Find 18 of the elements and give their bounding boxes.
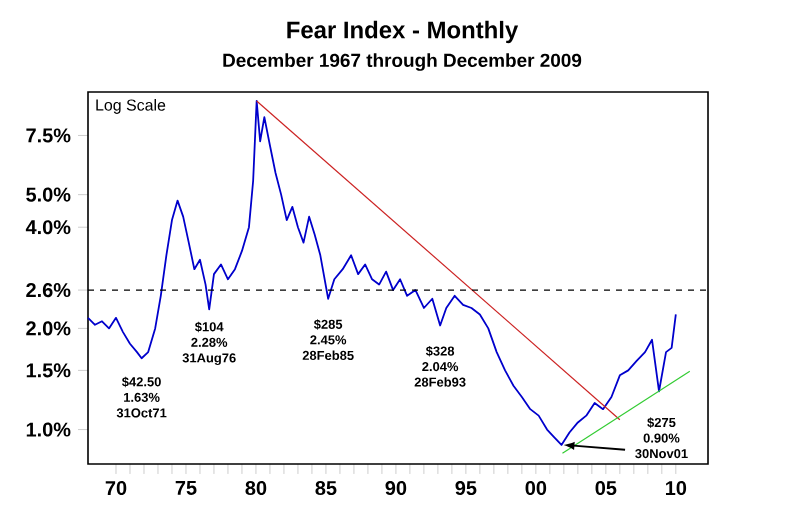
- x-tick-label: 95: [455, 481, 477, 496]
- x-tick-label: 85: [315, 481, 337, 496]
- y-tick-label: 7.5%: [26, 128, 71, 143]
- x-tick-label: 10: [665, 481, 687, 496]
- chart-subtitle: December 1967 through December 2009: [223, 53, 582, 71]
- x-tick-label: 75: [175, 480, 197, 495]
- x-tick-label: 70: [105, 481, 127, 496]
- x-tick-label: 05: [595, 481, 617, 496]
- chart-title: Fear Index - Monthly: [287, 20, 519, 44]
- x-tick-label: 90: [385, 481, 407, 496]
- y-tick-label: 1.0%: [26, 422, 71, 437]
- y-tick-label: 1.5%: [26, 363, 71, 378]
- y-tick-label: 4.0%: [25, 220, 71, 235]
- y-tick-label: 2.0%: [26, 321, 71, 336]
- x-tick-label: 00: [525, 481, 547, 496]
- y-tick-label: 5.0%: [26, 187, 71, 202]
- x-tick-label: 80: [245, 481, 267, 496]
- y-tick-label: 2.6%: [26, 283, 71, 298]
